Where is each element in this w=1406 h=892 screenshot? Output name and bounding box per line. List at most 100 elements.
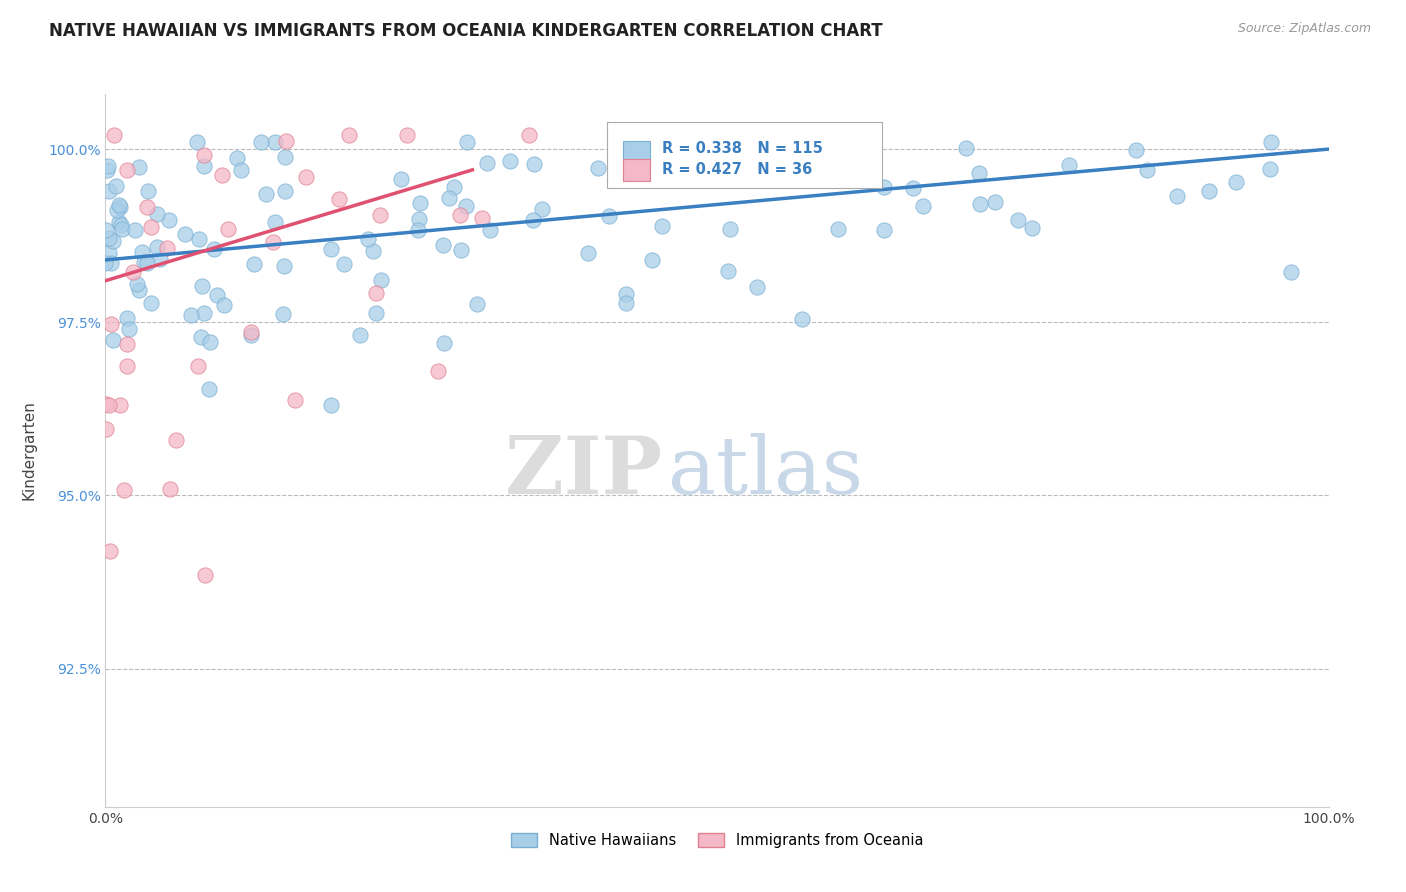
Point	[787, 135, 810, 149]
Point	[180, 308, 202, 322]
Point	[389, 172, 412, 186]
Point	[903, 180, 925, 194]
Text: ZIP: ZIP	[505, 433, 662, 511]
Point	[110, 201, 132, 215]
Point	[449, 208, 471, 222]
Point	[471, 211, 494, 225]
Point	[101, 333, 124, 347]
Point	[969, 197, 991, 211]
Point	[117, 162, 139, 177]
Point	[717, 263, 740, 277]
Point	[456, 135, 478, 149]
Point	[229, 162, 252, 177]
Point	[254, 186, 277, 201]
Point	[190, 330, 212, 344]
Y-axis label: Kindergarten: Kindergarten	[22, 401, 37, 500]
Point	[337, 128, 360, 143]
Point	[108, 215, 131, 229]
Point	[145, 207, 167, 221]
Point	[97, 399, 120, 413]
Point	[328, 192, 350, 206]
Point	[157, 212, 180, 227]
Point	[294, 169, 316, 184]
Point	[148, 252, 170, 267]
Point	[364, 306, 387, 320]
Point	[128, 160, 150, 174]
Point	[274, 134, 297, 148]
Point	[264, 215, 287, 229]
Point	[121, 265, 143, 279]
Point	[174, 227, 197, 241]
Point	[349, 327, 371, 342]
Point	[214, 298, 236, 312]
Point	[370, 272, 392, 286]
Point	[361, 244, 384, 258]
Point	[100, 256, 122, 270]
Point	[131, 245, 153, 260]
Point	[1260, 135, 1282, 149]
Point	[191, 278, 214, 293]
Point	[187, 232, 209, 246]
Point	[108, 197, 131, 211]
Point	[96, 162, 118, 177]
Point	[207, 288, 229, 302]
Point	[1166, 189, 1188, 203]
Point	[437, 191, 460, 205]
Point	[273, 184, 295, 198]
Point	[128, 283, 150, 297]
Point	[98, 231, 121, 245]
Point	[226, 151, 249, 165]
Point	[97, 185, 120, 199]
Point	[94, 422, 117, 436]
Point	[262, 235, 284, 250]
Point	[1059, 158, 1081, 172]
Point	[194, 568, 217, 582]
Text: R = 0.427   N = 36: R = 0.427 N = 36	[662, 162, 813, 178]
Point	[332, 256, 354, 270]
Point	[586, 161, 609, 176]
Point	[100, 317, 122, 331]
Point	[427, 364, 450, 378]
Point	[240, 325, 263, 339]
Point	[530, 202, 553, 216]
Point	[1125, 144, 1147, 158]
Point	[284, 392, 307, 407]
Point	[1136, 163, 1159, 178]
Point	[873, 180, 896, 194]
Text: R = 0.338   N = 115: R = 0.338 N = 115	[662, 141, 823, 155]
Point	[1021, 221, 1043, 235]
Text: atlas: atlas	[668, 433, 863, 511]
Point	[94, 256, 117, 270]
Point	[478, 223, 501, 237]
Point	[193, 306, 215, 320]
Point	[450, 244, 472, 258]
Point	[117, 337, 139, 351]
Point	[115, 310, 138, 325]
Point	[523, 157, 546, 171]
Point	[1279, 265, 1302, 279]
Point	[274, 151, 297, 165]
Point	[98, 246, 121, 260]
Point	[873, 222, 896, 236]
Point	[498, 154, 520, 169]
Point	[108, 398, 131, 412]
Point	[104, 179, 127, 194]
Point	[136, 256, 159, 270]
Point	[321, 242, 343, 256]
Bar	[623, 160, 650, 181]
Text: NATIVE HAWAIIAN VS IMMIGRANTS FROM OCEANIA KINDERGARTEN CORRELATION CHART: NATIVE HAWAIIAN VS IMMIGRANTS FROM OCEAN…	[49, 22, 883, 40]
Point	[614, 287, 637, 301]
Point	[598, 209, 620, 223]
Point	[745, 280, 768, 294]
Point	[217, 222, 239, 236]
Point	[319, 399, 342, 413]
Point	[912, 199, 935, 213]
Point	[1007, 213, 1029, 227]
Point	[198, 382, 221, 396]
Point	[406, 223, 429, 237]
Point	[193, 148, 215, 162]
Point	[193, 159, 215, 173]
Point	[111, 221, 134, 235]
Point	[132, 254, 155, 268]
Point	[1225, 175, 1247, 189]
